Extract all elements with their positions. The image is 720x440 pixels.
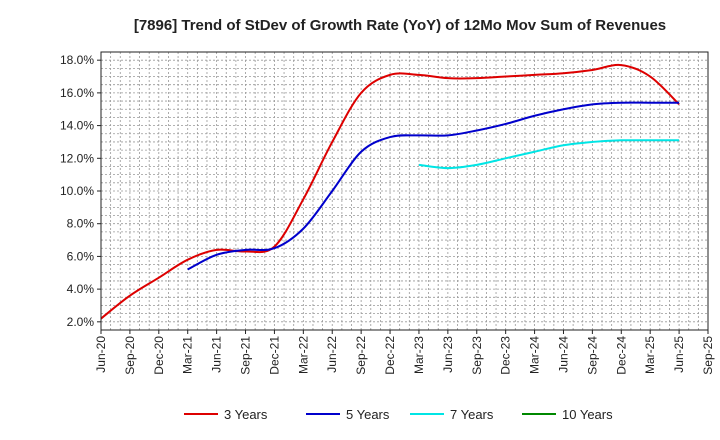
x-tick-label: Jun-20 — [94, 336, 108, 373]
x-tick-label: Jun-25 — [672, 336, 686, 373]
series-line-5-years — [187, 101, 680, 271]
x-tick-label: Sep-23 — [470, 336, 484, 375]
y-tick-label: 4.0% — [67, 282, 95, 296]
x-tick-label: Sep-21 — [239, 336, 253, 375]
chart-title: [7896] Trend of StDev of Growth Rate (Yo… — [134, 17, 666, 34]
y-tick-label: 2.0% — [67, 315, 95, 329]
y-tick-label: 18.0% — [60, 53, 94, 67]
x-tick-label: Sep-20 — [123, 336, 137, 375]
x-tick-label: Mar-24 — [528, 336, 542, 374]
y-tick-label: 8.0% — [67, 217, 95, 231]
y-tick-label: 14.0% — [60, 119, 94, 133]
grid — [101, 51, 708, 330]
legend-label-3-years: 3 Years — [224, 407, 268, 422]
plot-frame — [100, 51, 709, 331]
x-tick-label: Dec-20 — [152, 336, 166, 375]
legend-label-5-years: 5 Years — [346, 407, 390, 422]
legend: 3 Years 5 Years 7 Years 10 Years — [184, 407, 613, 422]
y-axis-ticks: 2.0% 4.0% 6.0% 8.0% 10.0% 12.0% 14.0% 16.0% 18.0… — [60, 53, 101, 329]
x-tick-label: Mar-25 — [643, 336, 657, 374]
y-tick-label: 16.0% — [60, 86, 94, 100]
x-tick-label: Dec-21 — [267, 336, 281, 375]
series-line-3-years — [100, 63, 680, 320]
x-tick-label: Mar-23 — [412, 336, 426, 374]
y-tick-label: 6.0% — [67, 249, 95, 263]
x-tick-label: Sep-25 — [701, 336, 715, 375]
x-tick-label: Sep-22 — [354, 336, 368, 375]
legend-label-10-years: 10 Years — [562, 407, 613, 422]
x-tick-label: Jun-23 — [441, 336, 455, 373]
x-tick-label: Dec-22 — [383, 336, 397, 375]
x-tick-label: Dec-24 — [614, 336, 628, 375]
legend-label-7-years: 7 Years — [450, 407, 494, 422]
x-axis-ticks: Jun-20 Sep-20 Dec-20 Mar-21 Jun-21 Sep-21 Dec-… — [94, 330, 715, 375]
x-tick-label: Sep-24 — [585, 336, 599, 375]
series-line-7-years — [418, 139, 680, 170]
x-tick-label: Jun-22 — [325, 336, 339, 373]
x-tick-label: Jun-24 — [556, 336, 570, 373]
x-tick-label: Mar-21 — [181, 336, 195, 374]
y-tick-label: 10.0% — [60, 184, 94, 198]
x-tick-label: Dec-23 — [499, 336, 513, 375]
x-tick-label: Mar-22 — [296, 336, 310, 374]
x-tick-label: Jun-21 — [210, 336, 224, 373]
series-lines — [100, 63, 680, 320]
y-tick-label: 12.0% — [60, 151, 94, 165]
